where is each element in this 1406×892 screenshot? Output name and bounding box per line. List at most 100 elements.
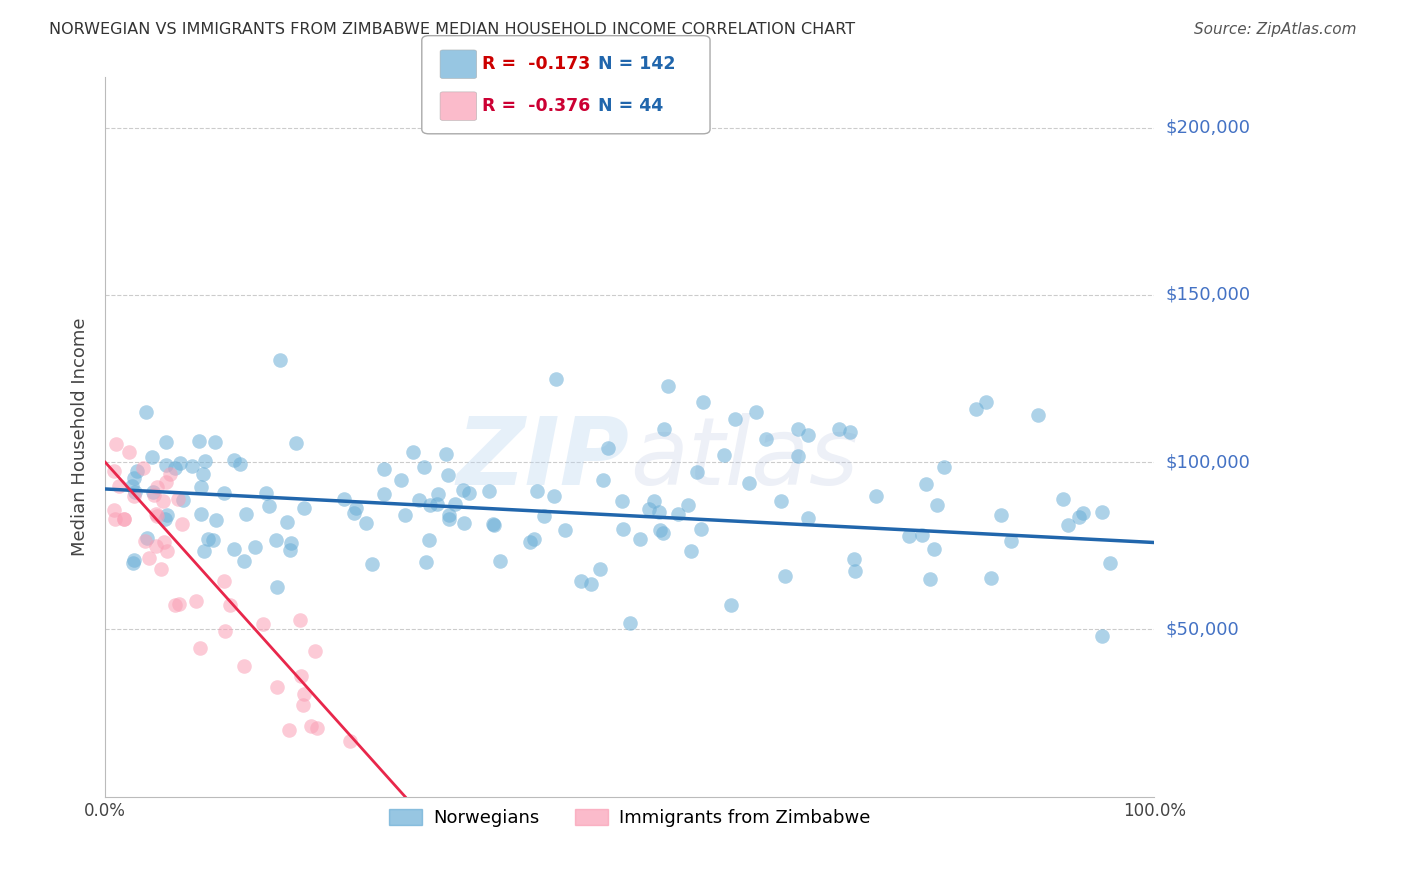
Point	[122, 557, 145, 571]
Point	[266, 580, 288, 594]
Point	[257, 499, 280, 513]
Y-axis label: Median Household Income: Median Household Income	[72, 318, 89, 557]
Point	[453, 516, 475, 530]
Point	[233, 659, 256, 673]
Point	[619, 615, 641, 630]
Point	[612, 522, 634, 536]
Point	[581, 576, 603, 591]
Point	[233, 554, 256, 568]
Point	[360, 557, 382, 571]
Point	[122, 553, 145, 567]
Point	[437, 508, 460, 523]
Text: Source: ZipAtlas.com: Source: ZipAtlas.com	[1194, 22, 1357, 37]
Point	[925, 498, 948, 512]
Point	[418, 533, 440, 548]
Point	[443, 497, 465, 511]
Point	[135, 405, 157, 419]
Point	[103, 502, 125, 516]
Point	[526, 483, 548, 498]
Point	[554, 523, 576, 537]
Point	[738, 475, 761, 490]
Point	[145, 539, 167, 553]
Point	[489, 554, 512, 568]
Point	[1091, 505, 1114, 519]
Point	[218, 598, 240, 612]
Point	[437, 512, 460, 526]
Point	[153, 512, 176, 526]
Point	[172, 493, 194, 508]
Point	[131, 461, 153, 475]
Point	[166, 492, 188, 507]
Point	[103, 464, 125, 478]
Point	[652, 422, 675, 436]
Point	[235, 508, 257, 522]
Point	[155, 458, 177, 473]
Point	[124, 484, 146, 499]
Point	[280, 536, 302, 550]
Text: R =  -0.376: R = -0.376	[482, 97, 591, 115]
Text: $200,000: $200,000	[1166, 119, 1250, 136]
Point	[170, 516, 193, 531]
Point	[897, 529, 920, 543]
Point	[720, 599, 742, 613]
Point	[1069, 510, 1091, 524]
Point	[276, 516, 298, 530]
Text: NORWEGIAN VS IMMIGRANTS FROM ZIMBABWE MEDIAN HOUSEHOLD INCOME CORRELATION CHART: NORWEGIAN VS IMMIGRANTS FROM ZIMBABWE ME…	[49, 22, 855, 37]
Point	[924, 541, 946, 556]
Point	[797, 428, 820, 442]
Text: ZIP: ZIP	[457, 413, 630, 505]
Point	[124, 471, 146, 485]
Text: $50,000: $50,000	[1166, 621, 1239, 639]
Point	[990, 508, 1012, 523]
Point	[911, 528, 934, 542]
Point	[202, 533, 225, 547]
Point	[156, 508, 179, 522]
Point	[797, 510, 820, 524]
Point	[1057, 518, 1080, 533]
Point	[402, 445, 425, 459]
Point	[193, 544, 215, 558]
Point	[373, 461, 395, 475]
Point	[628, 532, 651, 546]
Point	[482, 516, 505, 531]
Point	[291, 698, 314, 713]
Point	[373, 487, 395, 501]
Point	[828, 422, 851, 436]
Point	[112, 512, 135, 526]
Point	[138, 551, 160, 566]
Point	[755, 432, 778, 446]
Point	[482, 518, 505, 533]
Point	[723, 411, 745, 425]
Point	[186, 593, 208, 607]
Point	[610, 494, 633, 508]
Point	[284, 436, 307, 450]
Point	[222, 541, 245, 556]
Text: N = 44: N = 44	[598, 97, 662, 115]
Point	[307, 721, 329, 735]
Point	[638, 502, 661, 516]
Point	[146, 480, 169, 494]
Point	[190, 480, 212, 494]
Point	[976, 395, 998, 409]
Text: $100,000: $100,000	[1166, 453, 1250, 471]
Text: N = 142: N = 142	[598, 55, 675, 73]
Point	[543, 489, 565, 503]
Point	[666, 507, 689, 521]
Point	[169, 456, 191, 470]
Point	[141, 450, 163, 465]
Point	[839, 425, 862, 439]
Point	[188, 640, 211, 655]
Point	[181, 458, 204, 473]
Point	[277, 723, 299, 737]
Point	[104, 511, 127, 525]
Point	[915, 477, 938, 491]
Point	[122, 490, 145, 504]
Point	[519, 534, 541, 549]
Point	[222, 453, 245, 467]
Point	[415, 555, 437, 569]
Point	[142, 488, 165, 502]
Point	[713, 448, 735, 462]
Point	[156, 543, 179, 558]
Point	[1091, 629, 1114, 643]
Point	[112, 512, 135, 526]
